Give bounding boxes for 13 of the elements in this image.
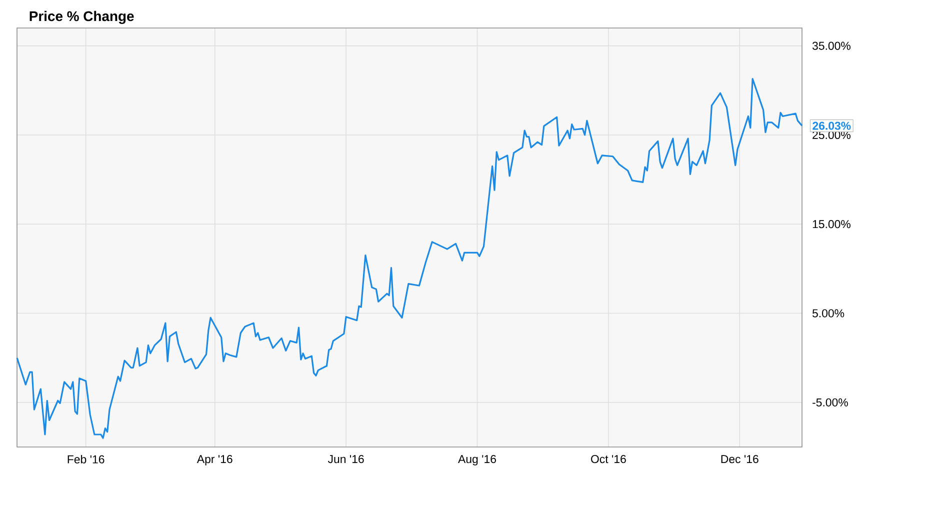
y-tick-label: -5.00%: [812, 398, 848, 406]
annotation: 26.03%: [812, 122, 851, 130]
x-tick-label: Feb '16: [68, 455, 104, 464]
x-tick-label: Jun '16: [328, 455, 364, 464]
x-tick-label: Oct '16: [591, 455, 626, 464]
x-tick-label: Apr '16: [196, 455, 232, 466]
chart-title: Price % Change: [30, 10, 134, 24]
y-tick-label: 35.00%: [812, 42, 850, 50]
x-tick-label: Aug '16: [458, 455, 496, 466]
line-series: [16, 78, 803, 439]
y-tick-label: 15.00%: [812, 220, 850, 228]
x-tick-label: Dec '16: [721, 455, 758, 464]
y-tick-label: 5.00%: [812, 309, 844, 318]
